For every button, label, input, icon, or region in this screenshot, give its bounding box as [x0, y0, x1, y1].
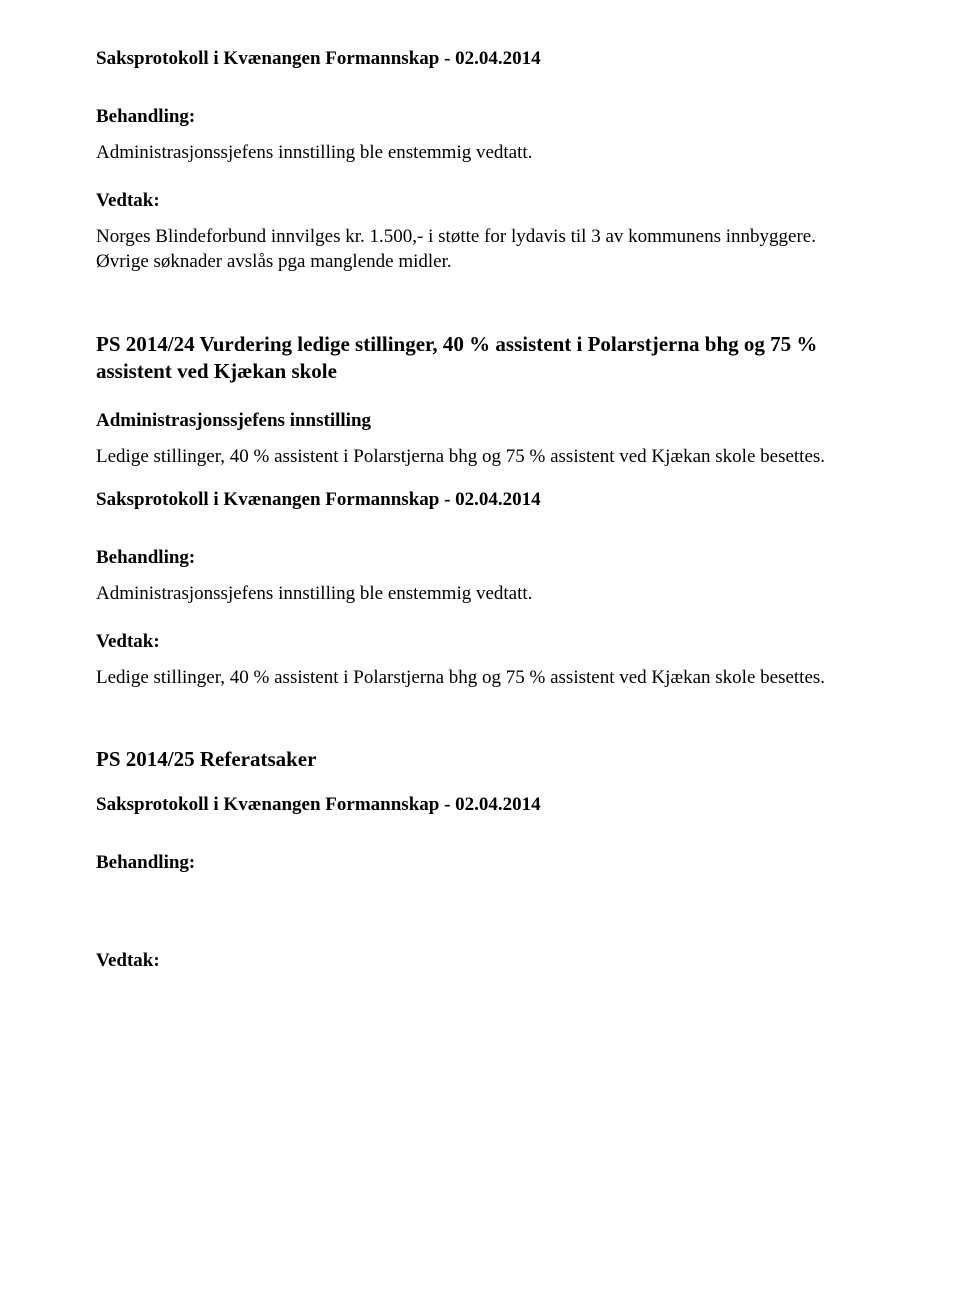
protocol-title-3: Saksprotokoll i Kvænangen Formannskap - …	[96, 794, 864, 816]
spacer	[96, 886, 864, 926]
vedtak-label-2: Vedtak:	[96, 631, 864, 653]
behandling-label-1: Behandling:	[96, 106, 864, 128]
protocol-title-2: Saksprotokoll i Kvænangen Formannskap - …	[96, 489, 864, 511]
behandling-label-2: Behandling:	[96, 547, 864, 569]
vedtak-text-1: Norges Blindeforbund innvilges kr. 1.500…	[96, 224, 864, 275]
vedtak-label-1: Vedtak:	[96, 190, 864, 212]
ps-heading-2: PS 2014/24 Vurdering ledige stillinger, …	[96, 331, 864, 386]
behandling-label-3: Behandling:	[96, 852, 864, 874]
protocol-title-1: Saksprotokoll i Kvænangen Formannskap - …	[96, 48, 864, 70]
vedtak-label-3: Vedtak:	[96, 950, 864, 972]
vedtak-text-2: Ledige stillinger, 40 % assistent i Pola…	[96, 665, 864, 691]
behandling-text-1: Administrasjonssjefens innstilling ble e…	[96, 140, 864, 166]
innstilling-label-2: Administrasjonssjefens innstilling	[96, 410, 864, 432]
ps-heading-3: PS 2014/25 Referatsaker	[96, 746, 864, 773]
behandling-text-2: Administrasjonssjefens innstilling ble e…	[96, 581, 864, 607]
innstilling-text-2: Ledige stillinger, 40 % assistent i Pola…	[96, 444, 864, 470]
document-page: Saksprotokoll i Kvænangen Formannskap - …	[0, 0, 960, 1032]
